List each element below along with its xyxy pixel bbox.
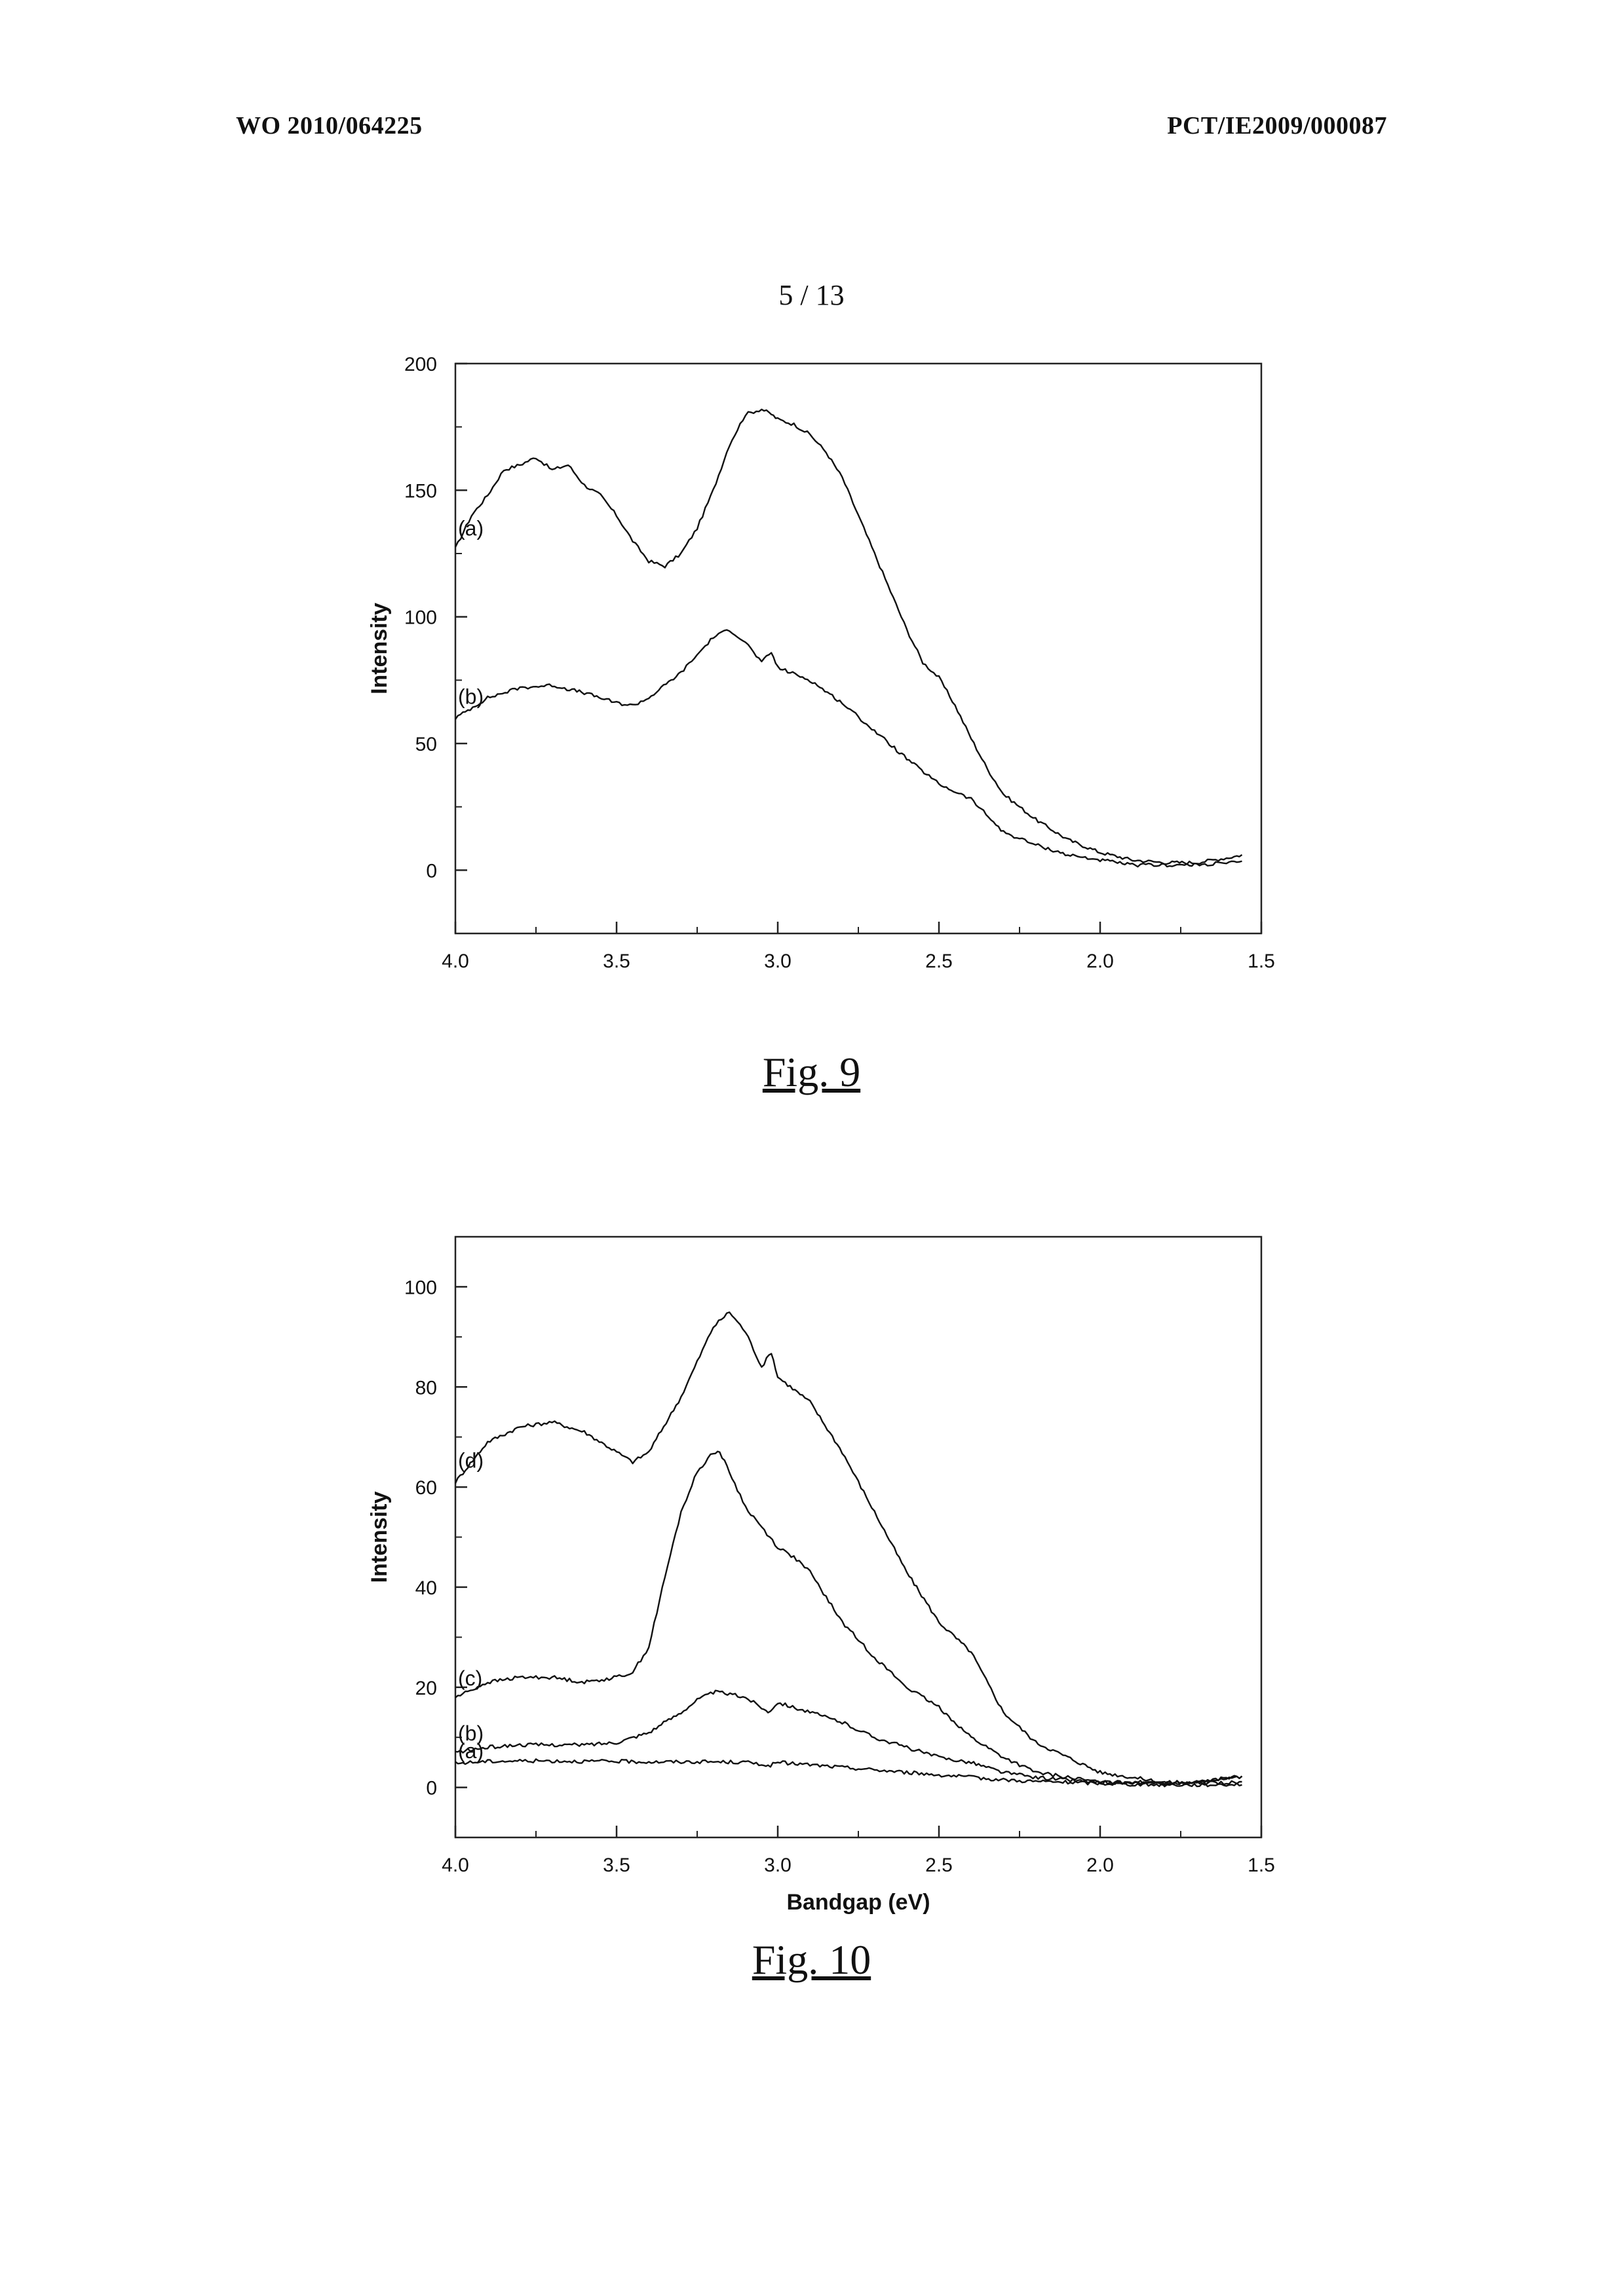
y-tick-label: 50	[415, 734, 437, 755]
x-tick-label: 2.0	[1086, 1854, 1114, 1876]
y-tick-label: 80	[415, 1377, 437, 1399]
x-tick-label: 2.5	[925, 1854, 953, 1876]
series-line	[455, 630, 1242, 867]
x-tick-label: 2.0	[1086, 950, 1114, 972]
series-label: (d)	[458, 1448, 484, 1472]
y-tick-label: 100	[404, 1277, 437, 1298]
x-tick-label: 1.5	[1248, 1854, 1275, 1876]
series-label: (a)	[458, 516, 484, 540]
plot-frame	[455, 1237, 1261, 1837]
y-tick-label: 0	[426, 1778, 437, 1799]
x-tick-label: 4.0	[442, 950, 469, 972]
y-tick-label: 100	[404, 607, 437, 629]
figure-10-caption: Fig. 10	[0, 1936, 1623, 1984]
x-axis-label: Bandgap (eV)	[786, 1890, 930, 1915]
series-label: (a)	[458, 1739, 484, 1763]
y-tick-label: 20	[415, 1678, 437, 1699]
x-tick-label: 2.5	[925, 950, 953, 972]
figure-9-chart: 4.03.53.02.52.01.5050100150200Bandgap (e…	[0, 0, 1623, 983]
series-label: (b)	[458, 685, 484, 708]
y-axis-label: Intensity	[367, 1492, 392, 1583]
x-tick-label: 3.5	[603, 950, 630, 972]
x-tick-label: 3.5	[603, 1854, 630, 1876]
y-tick-label: 40	[415, 1577, 437, 1599]
x-tick-label: 1.5	[1248, 950, 1275, 972]
y-axis-label: Intensity	[367, 603, 392, 694]
x-tick-label: 3.0	[764, 1854, 792, 1876]
x-tick-label: 3.0	[764, 950, 792, 972]
y-tick-label: 0	[426, 860, 437, 882]
figure-10-chart: 4.0 3.5 3.0 2.5 2.0 1.5 0 20 40 60 80 100 Bandgap (e…	[0, 1179, 1623, 2162]
y-tick-label: 150	[404, 480, 437, 502]
series-line	[455, 1691, 1242, 1785]
plot-frame	[455, 364, 1261, 933]
series-line	[455, 1312, 1242, 1783]
y-tick-label: 200	[404, 354, 437, 375]
series-label: (c)	[458, 1666, 482, 1690]
figure-9-caption: Fig. 9	[0, 1048, 1623, 1097]
series-line	[455, 1452, 1242, 1784]
series-line	[455, 409, 1242, 864]
y-tick-label: 60	[415, 1477, 437, 1499]
x-tick-label: 4.0	[442, 1854, 469, 1876]
